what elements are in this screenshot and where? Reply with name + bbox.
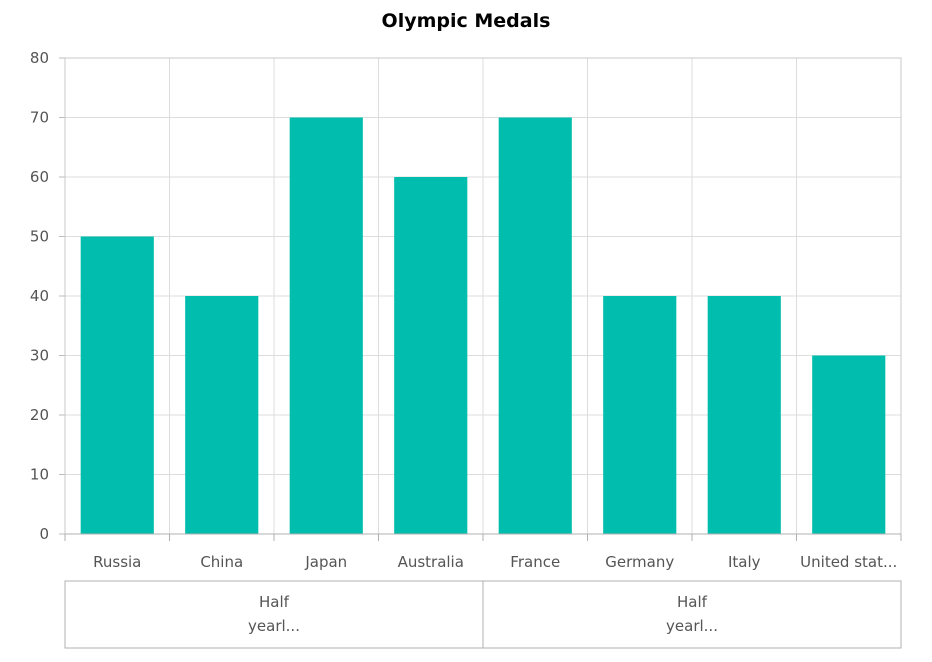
- bar[interactable]: [498, 117, 572, 535]
- y-tick-label: 70: [30, 109, 49, 127]
- x-tick-label: Australia: [398, 553, 464, 571]
- bar[interactable]: [80, 236, 154, 535]
- y-tick-label: 20: [30, 406, 49, 424]
- x-tick-label: Germany: [605, 553, 674, 571]
- bar[interactable]: [707, 296, 781, 534]
- y-tick-label: 40: [30, 287, 49, 305]
- group-label-border: [482, 580, 902, 649]
- y-tick-label: 60: [30, 168, 49, 186]
- y-tick-label: 50: [30, 228, 49, 246]
- multilevel-group-labels: Half yearl... Half yearl...: [64, 580, 902, 649]
- grid-lines: [65, 57, 901, 534]
- y-axis-tick-labels: 0 10 20 30 40 50 60 70 80: [30, 49, 49, 543]
- group-label-line2: yearl...: [248, 617, 300, 635]
- group-label-line1: Half: [259, 593, 290, 611]
- x-tick-label: Italy: [728, 553, 761, 571]
- x-axis-tick-labels: Russia China Japan Australia France Germany It…: [93, 553, 897, 571]
- y-tick-label: 0: [39, 525, 49, 543]
- chart-title: Olympic Medals: [382, 10, 551, 32]
- group-label-line2: yearl...: [666, 617, 718, 635]
- y-tick-label: 10: [30, 466, 49, 484]
- bar[interactable]: [394, 177, 468, 534]
- bars: [80, 117, 886, 535]
- x-tick-label: Japan: [304, 553, 347, 571]
- x-tick-label: China: [200, 553, 243, 571]
- y-tick-label: 80: [30, 49, 49, 67]
- axes: [59, 57, 902, 541]
- x-tick-label: Russia: [93, 553, 141, 571]
- x-tick-label: France: [510, 553, 560, 571]
- y-tick-label: 30: [30, 347, 49, 365]
- group-label-border: [64, 580, 484, 649]
- group-label-line1: Half: [677, 593, 708, 611]
- x-tick-label: United stat...: [800, 553, 897, 571]
- bar[interactable]: [812, 355, 886, 535]
- bar[interactable]: [289, 117, 363, 535]
- bar[interactable]: [185, 296, 259, 534]
- bar[interactable]: [603, 296, 677, 534]
